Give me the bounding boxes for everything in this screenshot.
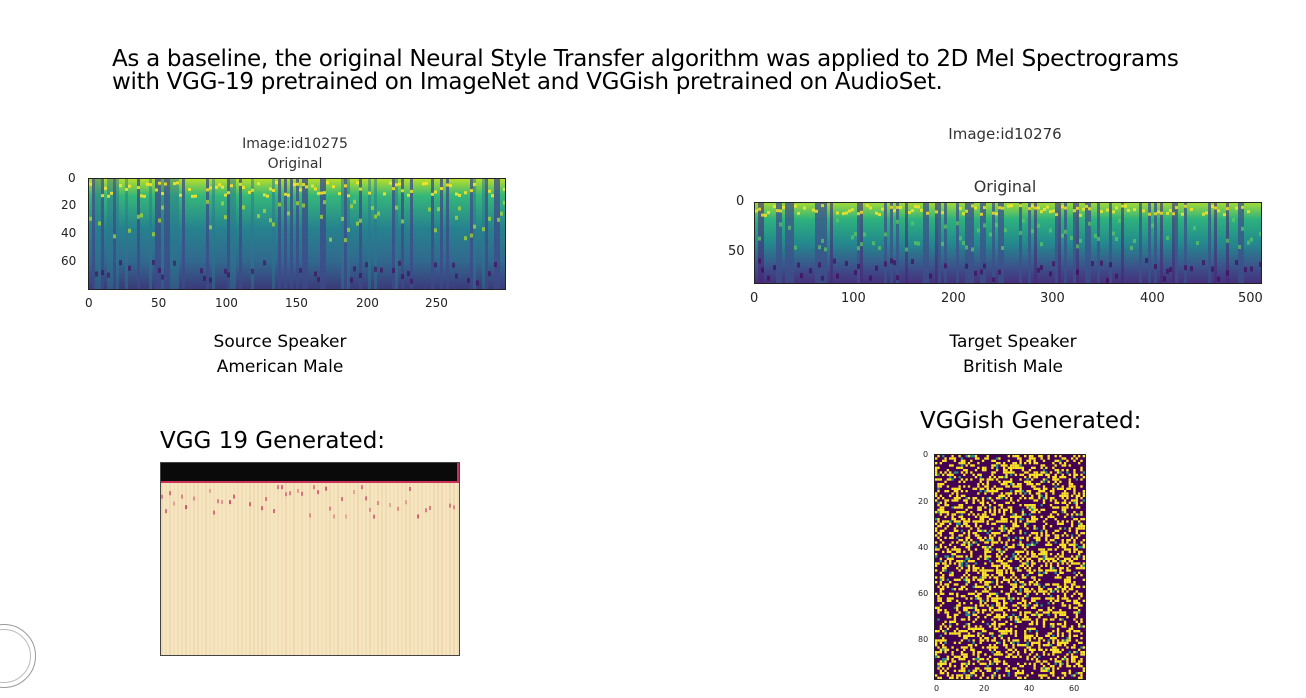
- vggish-y-tick: 20: [918, 497, 929, 506]
- vggish-y-tick: 40: [918, 543, 929, 552]
- source-y-tick: 20: [61, 198, 77, 212]
- source-y-tick: 40: [61, 226, 77, 240]
- target-caption-line-2: British Male: [962, 357, 1064, 377]
- target-x-tick: 500: [1238, 291, 1263, 306]
- heading-line-2: with VGG-19 pretrained on ImageNet and V…: [112, 69, 943, 95]
- target-y-tick: 50: [728, 244, 745, 259]
- target-plot-subtitle: Original: [973, 177, 1037, 196]
- vggish-x-tick: 0: [934, 684, 940, 693]
- vggish-y-tick: 80: [918, 635, 929, 644]
- vggish-x-tick: 60: [1069, 684, 1080, 693]
- target-spectrogram-image: [755, 203, 1261, 283]
- target-plot-title: Image:id10276: [948, 125, 1062, 143]
- target-y-tick: 0: [736, 194, 745, 209]
- source-caption-line-2: American Male: [216, 357, 344, 377]
- source-x-tick: 0: [85, 296, 93, 310]
- vgg19-label: VGG 19 Generated:: [160, 428, 386, 454]
- source-x-tick: 150: [285, 296, 308, 310]
- source-x-tick: 200: [356, 296, 379, 310]
- source-y-tick: 0: [68, 171, 76, 185]
- vgg19-generated-image: [160, 462, 460, 656]
- vggish-label: VGGish Generated:: [920, 408, 1142, 434]
- source-plot-subtitle: Original: [267, 156, 323, 172]
- source-x-tick: 250: [425, 296, 448, 310]
- vggish-x-tick: 20: [979, 684, 990, 693]
- heading-line-1: As a baseline, the original Neural Style…: [112, 46, 1179, 72]
- target-x-tick: 200: [941, 291, 966, 306]
- target-x-tick: 100: [841, 291, 866, 306]
- vggish-x-tick: 40: [1024, 684, 1035, 693]
- source-spectrogram: [88, 178, 506, 290]
- vggish-generated-heatmap: [935, 455, 1085, 679]
- source-x-tick: 50: [151, 296, 167, 310]
- target-spectrogram: [754, 202, 1262, 284]
- source-caption-line-1: Source Speaker: [213, 332, 347, 352]
- vggish-y-tick: 0: [923, 450, 929, 459]
- vggish-y-tick: 60: [918, 589, 929, 598]
- target-caption-line-1: Target Speaker: [949, 332, 1077, 352]
- source-x-tick: 100: [215, 296, 238, 310]
- source-spectrogram-image: [89, 179, 505, 289]
- source-plot-title: Image:id10275: [242, 136, 348, 152]
- target-x-tick: 400: [1140, 291, 1165, 306]
- target-x-tick: 0: [750, 291, 759, 306]
- source-y-tick: 60: [61, 254, 77, 268]
- slide-heading: As a baseline, the original Neural Style…: [112, 48, 1262, 94]
- vggish-generated-image: [934, 454, 1086, 680]
- vgg19-generated-spectrogram: [161, 463, 459, 655]
- seal-logo: [0, 624, 36, 688]
- target-x-tick: 300: [1040, 291, 1065, 306]
